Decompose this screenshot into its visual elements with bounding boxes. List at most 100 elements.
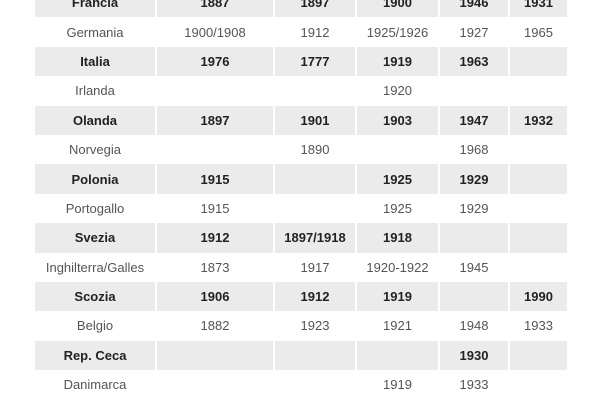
year-cell: 1903 <box>357 105 438 135</box>
table-row: Italia 1976 1777 1919 1963 <box>35 46 567 77</box>
data-table: Francia 1887 1897 1900 1946 1931 Germania 1900/… <box>33 0 569 399</box>
country-cell: Svezia <box>35 223 155 253</box>
year-cell <box>357 340 438 371</box>
year-cell: 1931 <box>510 0 567 18</box>
year-cell: 1919 <box>383 377 412 393</box>
year-cell: 1947 <box>440 105 508 135</box>
year-cell: 1777 <box>275 46 355 77</box>
year-cell: 1929 <box>459 200 489 216</box>
year-cell: 1930 <box>440 340 508 371</box>
year-cell: 1915 <box>157 164 273 194</box>
year-cell: 1915 <box>200 200 230 216</box>
year-cell: 1887 <box>157 0 273 18</box>
year-cell <box>275 164 355 194</box>
year-cell <box>510 253 567 282</box>
year-cell: 1945 <box>459 259 489 275</box>
year-cell: 1976 <box>157 46 273 77</box>
year-cell <box>510 76 567 105</box>
year-cell: 1933 <box>524 318 553 334</box>
year-cell <box>157 76 273 105</box>
year-cell <box>157 370 273 399</box>
year-cell: 1920-1922 <box>366 259 429 275</box>
table-row: Olanda 1897 1901 1903 1947 1932 <box>35 105 567 135</box>
year-cell <box>275 194 355 223</box>
year-cell: 1890 <box>300 142 330 158</box>
country-cell: Rep. Ceca <box>35 340 155 371</box>
country-cell: Portogallo <box>65 200 125 216</box>
table-row: Svezia 1912 1897/1918 1918 <box>35 223 567 253</box>
year-cell: 1900/1908 <box>184 24 246 40</box>
year-cell <box>510 135 567 164</box>
country-cell: Francia <box>35 0 155 18</box>
year-cell: 1920 <box>383 83 412 99</box>
year-cell: 1921 <box>383 318 412 334</box>
year-cell: 1897 <box>275 0 355 18</box>
year-cell: 1925 <box>383 200 412 216</box>
table-row: Francia 1887 1897 1900 1946 1931 <box>35 0 567 18</box>
table-row: Portogallo 1915 1925 1929 <box>35 194 567 223</box>
year-cell <box>440 76 508 105</box>
year-cell <box>157 135 273 164</box>
year-cell: 1900 <box>357 0 438 18</box>
country-cell: Norvegia <box>68 142 122 158</box>
year-cell <box>510 370 567 399</box>
year-cell: 1929 <box>440 164 508 194</box>
year-cell: 1919 <box>357 281 438 312</box>
year-cell: 1901 <box>275 105 355 135</box>
year-cell: 1990 <box>510 281 567 312</box>
country-cell: Danimarca <box>63 377 127 393</box>
year-cell <box>275 340 355 371</box>
table-row: Rep. Ceca 1930 <box>35 340 567 371</box>
year-cell: 1946 <box>440 0 508 18</box>
country-cell: Inghilterra/Galles <box>45 259 145 275</box>
year-cell: 1917 <box>300 259 330 275</box>
country-cell: Olanda <box>35 105 155 135</box>
year-cell <box>510 194 567 223</box>
country-cell: Belgio <box>76 318 114 334</box>
year-cell: 1912 <box>300 24 330 40</box>
year-cell <box>510 46 567 77</box>
year-cell: 1923 <box>300 318 330 334</box>
table-row: Irlanda 1920 <box>35 76 567 105</box>
year-cell <box>510 164 567 194</box>
country-cell: Germania <box>66 24 124 40</box>
year-cell <box>510 340 567 371</box>
country-cell: Polonia <box>35 164 155 194</box>
year-cell: 1933 <box>459 377 489 393</box>
year-cell: 1906 <box>157 281 273 312</box>
year-cell <box>157 340 273 371</box>
year-cell: 1919 <box>357 46 438 77</box>
year-cell <box>440 281 508 312</box>
table-row: Belgio 1882 1923 1921 1948 1933 <box>35 311 567 340</box>
table-row: Germania 1900/1908 1912 1925/1926 1927 1965 <box>35 17 567 46</box>
year-cell: 1948 <box>459 318 489 334</box>
year-cell: 1968 <box>459 142 489 158</box>
year-cell: 1925/1926 <box>366 24 429 40</box>
year-cell: 1927 <box>459 24 489 40</box>
year-cell: 1925 <box>357 164 438 194</box>
year-cell <box>510 223 567 253</box>
year-cell: 1963 <box>440 46 508 77</box>
year-cell: 1897 <box>157 105 273 135</box>
year-cell <box>357 135 438 164</box>
year-cell: 1897/1918 <box>275 223 355 253</box>
year-cell <box>275 76 355 105</box>
table-row: Inghilterra/Galles 1873 1917 1920-1922 1945 <box>35 253 567 282</box>
table-row: Norvegia 1890 1968 <box>35 135 567 164</box>
year-cell: 1932 <box>510 105 567 135</box>
year-cell: 1882 <box>200 318 230 334</box>
table-row: Scozia 1906 1912 1919 1990 <box>35 281 567 312</box>
year-cell: 1873 <box>200 259 230 275</box>
table-body: Francia 1887 1897 1900 1946 1931 Germania 1900/… <box>35 0 567 399</box>
year-cell: 1912 <box>157 223 273 253</box>
table-row: Danimarca 1919 1933 <box>35 370 567 399</box>
year-cell <box>275 370 355 399</box>
year-cell: 1912 <box>275 281 355 312</box>
year-cell: 1965 <box>524 24 553 40</box>
year-cell: 1918 <box>357 223 438 253</box>
country-cell: Scozia <box>35 281 155 312</box>
table-row: Polonia 1915 1925 1929 <box>35 164 567 194</box>
year-cell <box>440 223 508 253</box>
country-cell: Irlanda <box>75 83 115 99</box>
